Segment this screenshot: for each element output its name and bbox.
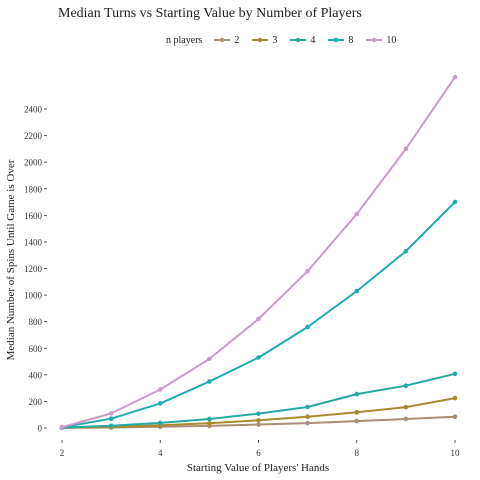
data-point bbox=[403, 416, 409, 422]
y-tick-label: 2400 bbox=[24, 105, 43, 115]
legend-title: n players bbox=[166, 34, 203, 46]
legend-key-8 bbox=[328, 37, 345, 43]
y-tick-label: 1600 bbox=[24, 211, 43, 221]
x-tick-label: 4 bbox=[158, 448, 163, 458]
legend-item-2: 2 bbox=[214, 33, 239, 47]
y-tick-label: 1400 bbox=[24, 237, 43, 247]
data-point bbox=[256, 355, 261, 360]
series-10 bbox=[59, 74, 458, 430]
x-axis: 2 4 6 8 10 bbox=[60, 440, 460, 458]
data-point bbox=[452, 414, 458, 420]
data-point bbox=[403, 146, 409, 152]
data-point bbox=[305, 404, 310, 410]
data-point bbox=[452, 395, 458, 401]
data-point bbox=[354, 211, 360, 217]
data-point bbox=[59, 424, 65, 430]
data-point bbox=[157, 387, 163, 392]
y-tick-label: 400 bbox=[29, 370, 43, 380]
data-point bbox=[157, 420, 163, 426]
legend-label-3: 3 bbox=[272, 34, 278, 46]
data-point bbox=[108, 423, 114, 429]
y-tick-label: 2200 bbox=[24, 131, 43, 141]
data-point bbox=[452, 371, 458, 377]
series-layer bbox=[59, 74, 458, 431]
legend-key-4 bbox=[290, 37, 307, 43]
y-tick-label: 0 bbox=[38, 424, 43, 434]
data-point bbox=[256, 411, 261, 416]
legend-key-3 bbox=[252, 37, 269, 43]
data-point bbox=[403, 248, 409, 254]
data-point bbox=[354, 410, 360, 415]
data-point bbox=[207, 356, 212, 362]
x-tick-label: 2 bbox=[60, 448, 65, 458]
data-point bbox=[305, 414, 310, 420]
x-tick-label: 6 bbox=[256, 448, 261, 458]
legend-item-8: 8 bbox=[328, 33, 353, 47]
y-tick-label: 2000 bbox=[24, 158, 43, 168]
legend-label-4: 4 bbox=[310, 34, 316, 46]
legend-label-10: 10 bbox=[386, 34, 397, 46]
data-point bbox=[403, 404, 409, 410]
data-point bbox=[157, 401, 163, 406]
legend-key-2 bbox=[214, 37, 231, 43]
x-tick-label: 8 bbox=[355, 448, 360, 458]
data-point bbox=[305, 268, 310, 274]
y-axis: 0 200 400 600 800 1000 1200 1400 1600 1800 2000 220… bbox=[24, 105, 47, 434]
series-8 bbox=[59, 199, 458, 430]
chart-title: Median Turns vs Starting Value by Number… bbox=[58, 6, 362, 21]
series-line-8 bbox=[61, 201, 456, 429]
data-point bbox=[108, 411, 114, 416]
y-tick-label: 600 bbox=[29, 344, 43, 354]
data-point bbox=[354, 288, 360, 294]
data-point bbox=[354, 418, 360, 424]
y-axis-label: Median Number of Spins Until Game is Ove… bbox=[5, 159, 17, 360]
data-point bbox=[452, 74, 458, 80]
data-point bbox=[256, 316, 261, 322]
data-point bbox=[305, 420, 310, 426]
y-tick-label: 1800 bbox=[24, 184, 43, 194]
legend-label-2: 2 bbox=[234, 34, 240, 46]
data-point bbox=[207, 379, 212, 384]
data-point bbox=[256, 417, 261, 423]
series-line-10 bbox=[61, 76, 456, 429]
legend-key-10 bbox=[366, 37, 383, 43]
y-tick-label: 800 bbox=[29, 317, 43, 327]
data-point bbox=[452, 199, 458, 205]
legend-label-8: 8 bbox=[348, 34, 354, 46]
data-point bbox=[108, 416, 114, 421]
x-tick-label: 10 bbox=[451, 448, 461, 458]
data-point bbox=[403, 383, 409, 389]
y-tick-label: 200 bbox=[29, 397, 43, 407]
data-point bbox=[305, 324, 310, 330]
legend-item-3: 3 bbox=[252, 33, 277, 47]
legend-item-4: 4 bbox=[290, 33, 315, 47]
y-tick-label: 1200 bbox=[24, 264, 43, 274]
data-point bbox=[256, 422, 261, 427]
data-point bbox=[207, 420, 212, 426]
legend: n players 2 3 4 8 10 bbox=[166, 33, 409, 47]
data-point bbox=[207, 416, 212, 422]
y-tick-label: 1000 bbox=[24, 291, 43, 301]
legend-item-10: 10 bbox=[366, 33, 396, 47]
x-axis-label: Starting Value of Players' Hands bbox=[187, 462, 329, 474]
data-point bbox=[354, 391, 360, 397]
